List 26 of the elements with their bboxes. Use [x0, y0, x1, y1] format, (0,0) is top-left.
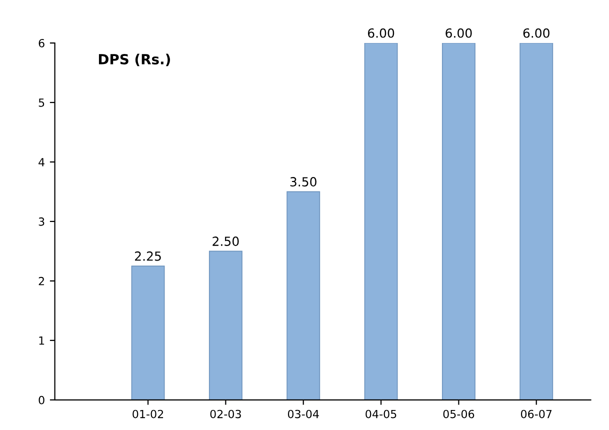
x-tick-label: 03-04: [288, 410, 319, 418]
x-tick-label: 05-06: [443, 410, 474, 418]
x-tick-label: 01-02: [132, 410, 164, 418]
x-tick-label: 06-07: [520, 410, 552, 418]
y-tick-label: 3: [38, 217, 44, 226]
x-tick-label: 04-05: [366, 410, 396, 418]
data-label: 6.00: [446, 28, 472, 38]
y-tick-label: 6: [38, 38, 44, 48]
bar: [442, 43, 476, 400]
bar: [208, 250, 242, 400]
x-tick-label: 02-03: [210, 410, 241, 418]
y-tick-label: 1: [39, 336, 44, 345]
data-label: 6.00: [523, 28, 550, 38]
y-tick-label: 0: [38, 396, 44, 404]
data-label: 2.25: [135, 251, 161, 261]
text: DPS (Rs.): [98, 54, 170, 66]
bar: [286, 191, 320, 400]
data-label: 3.50: [290, 177, 316, 187]
y-tick-label: 2: [38, 276, 44, 286]
data-label: 2.50: [212, 236, 239, 246]
y-tick-label: 5: [38, 98, 44, 107]
bar: [364, 43, 398, 400]
y-tick-label: 4: [38, 158, 44, 166]
bar: [520, 43, 554, 400]
data-label: 6.00: [368, 28, 394, 38]
bar: [131, 266, 165, 400]
